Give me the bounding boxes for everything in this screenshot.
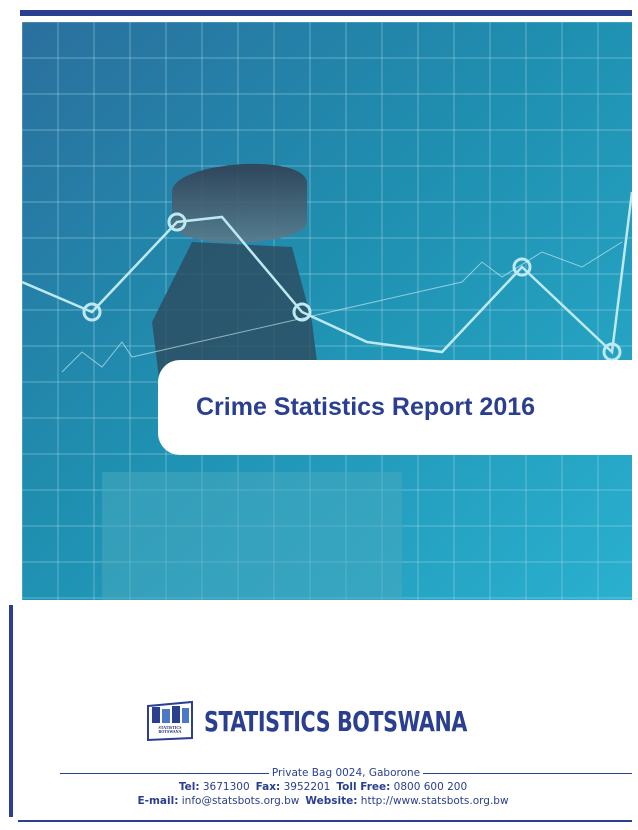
contact-value: http://www.statsbots.org.bw [360,795,509,807]
rule [423,772,632,774]
contact-label: Toll Free: [336,781,391,793]
contact-value: info@statsbots.org.bw [181,795,300,807]
contact-label: Tel: [178,781,200,793]
contact-value: 3952201 [283,781,331,793]
title-banner: Crime Statistics Report 2016 [158,360,632,455]
address: Private Bag 0024, Gaborone [271,767,421,779]
report-title: Crime Statistics Report 2016 [196,393,536,421]
contact-label: Fax: [255,781,281,793]
logo-badge: STATISTICS BOTSWANA [144,700,196,742]
bottom-line [18,820,632,822]
rule [60,772,269,774]
badge-text: STATISTICS BOTSWANA [158,725,182,734]
organization-name: STATISTICS BOTSWANA [204,704,467,738]
contact-value: 3671300 [202,781,250,793]
contact-value: 0800 600 200 [393,781,468,793]
phone-line: Tel: 3671300 Fax: 3952201 Toll Free: 0800 … [20,781,632,793]
contact-label: Website: [305,795,358,807]
top-bar [20,10,632,16]
contact-label: E-mail: [137,795,179,807]
online-line: E-mail: info@statsbots.org.bw Website: ht… [20,795,632,807]
left-bar [9,605,13,817]
address-row: Private Bag 0024, Gaborone [60,766,632,780]
badge-icon [147,700,193,742]
logo: STATISTICS BOTSWANA STATISTICS BOTSWANA [144,698,504,744]
cover-image [22,22,632,600]
